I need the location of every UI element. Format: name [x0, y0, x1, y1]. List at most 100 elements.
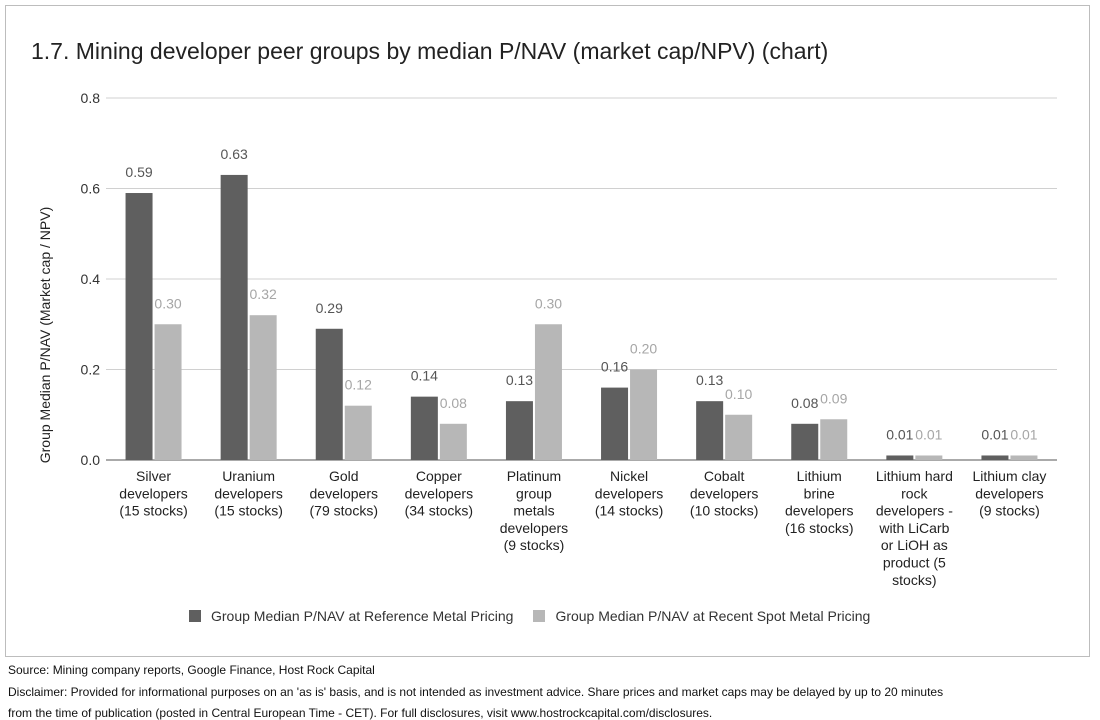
bar-reference-9	[981, 455, 1009, 460]
data-label-reference-0: 0.59	[125, 164, 152, 180]
bar-spot-4	[534, 324, 562, 460]
bar-spot-5	[630, 369, 658, 460]
bar-reference-3	[410, 396, 438, 460]
x-tick-label: (34 stocks)	[405, 503, 473, 519]
bars	[125, 174, 1038, 461]
x-tick-label: developers	[690, 485, 759, 501]
bar-spot-1	[249, 315, 277, 460]
data-label-reference-6: 0.13	[696, 372, 723, 388]
data-label-reference-3: 0.14	[411, 368, 438, 384]
data-label-spot-2: 0.12	[345, 377, 372, 393]
data-label-reference-4: 0.13	[506, 372, 533, 388]
legend-swatch-spot	[533, 610, 546, 622]
legend-entry-reference: Group Median P/NAV at Reference Metal Pr…	[189, 608, 513, 624]
bar-reference-8	[886, 455, 914, 460]
data-label-spot-0: 0.30	[154, 295, 181, 311]
gridlines	[106, 97, 1057, 461]
x-tick-label: Silver	[136, 468, 171, 484]
disclaimer-line-2: from the time of publication (posted in …	[8, 706, 713, 720]
bar-reference-7	[791, 423, 819, 460]
data-label-reference-5: 0.16	[601, 359, 628, 375]
bar-spot-3	[439, 423, 467, 460]
x-tick-label: Lithium	[797, 468, 842, 484]
x-tick-label: developers	[310, 485, 379, 501]
bar-spot-7	[820, 419, 848, 460]
data-label-reference-2: 0.29	[316, 300, 343, 316]
data-label-spot-8: 0.01	[915, 426, 942, 442]
data-label-reference-8: 0.01	[886, 426, 913, 442]
x-tick-label: developers -	[876, 503, 953, 519]
x-tick-label: (79 stocks)	[310, 503, 378, 519]
x-tick-label: (10 stocks)	[690, 503, 758, 519]
x-tick-label: product (5	[883, 555, 946, 571]
x-tick-label: Lithium clay	[972, 468, 1046, 484]
x-tick-label: developers	[785, 503, 854, 519]
data-label-spot-6: 0.10	[725, 386, 752, 402]
x-tick-label: (15 stocks)	[214, 503, 282, 519]
x-tick-label: Uranium	[222, 468, 275, 484]
data-labels: 0.590.300.630.320.290.120.140.080.130.30…	[125, 146, 1037, 443]
chart-title: 1.7. Mining developer peer groups by med…	[31, 38, 829, 64]
x-tick-label: (15 stocks)	[119, 503, 187, 519]
y-axis-label: Group Median P/NAV (Market cap / NPV)	[37, 207, 53, 464]
bar-reference-4	[505, 401, 533, 460]
x-tick-label: developers	[405, 485, 474, 501]
bar-reference-2	[315, 328, 343, 460]
y-tick-label: 0.4	[81, 271, 101, 287]
bar-spot-0	[154, 324, 182, 460]
x-tick-label: developers	[975, 485, 1044, 501]
bar-reference-1	[220, 174, 248, 461]
data-label-reference-9: 0.01	[981, 426, 1008, 442]
bar-chart: 0.0 0.2 0.4 0.6 0.8 Group Median P/NAV (Mark…	[37, 90, 1057, 588]
legend: Group Median P/NAV at Reference Metal Pr…	[189, 606, 890, 626]
source-note: Source: Mining company reports, Google F…	[8, 663, 375, 677]
bar-spot-8	[915, 455, 943, 460]
bar-spot-2	[344, 405, 372, 460]
x-tick-label: stocks)	[892, 572, 936, 588]
legend-swatch-reference	[189, 610, 201, 622]
y-tick-labels: 0.0 0.2 0.4 0.6 0.8	[81, 90, 101, 468]
data-label-spot-7: 0.09	[820, 390, 847, 406]
y-tick-label: 0.2	[81, 362, 101, 378]
legend-entry-spot: Group Median P/NAV at Recent Spot Metal …	[533, 608, 870, 624]
x-tick-label: Nickel	[610, 468, 648, 484]
x-tick-label: Copper	[416, 468, 462, 484]
y-tick-label: 0.0	[81, 452, 101, 468]
x-tick-label: developers	[119, 485, 188, 501]
legend-label-reference: Group Median P/NAV at Reference Metal Pr…	[211, 608, 514, 624]
x-tick-label: Gold	[329, 468, 359, 484]
legend-label-spot: Group Median P/NAV at Recent Spot Metal …	[555, 608, 871, 624]
bar-reference-5	[601, 387, 629, 460]
x-tick-label: or LiOH as	[881, 537, 948, 553]
x-tick-label: Cobalt	[704, 468, 745, 484]
bar-spot-9	[1010, 455, 1038, 460]
x-tick-label: rock	[901, 485, 928, 501]
x-tick-label: (9 stocks)	[979, 503, 1040, 519]
y-tick-label: 0.6	[81, 181, 101, 197]
y-tick-label: 0.8	[81, 90, 101, 106]
bar-reference-0	[125, 193, 153, 460]
x-tick-label: brine	[804, 485, 835, 501]
data-label-spot-4: 0.30	[535, 295, 562, 311]
x-tick-label: developers	[595, 485, 664, 501]
x-tick-label: metals	[513, 503, 554, 519]
x-tick-label: Platinum	[507, 468, 561, 484]
x-tick-label: with LiCarb	[878, 520, 949, 536]
data-label-spot-9: 0.01	[1010, 426, 1037, 442]
data-label-reference-1: 0.63	[221, 146, 248, 162]
bar-reference-6	[696, 401, 724, 460]
x-tick-label: developers	[214, 485, 283, 501]
disclaimer-line-1: Disclaimer: Provided for informational p…	[8, 685, 944, 699]
x-tick-label: (9 stocks)	[504, 537, 565, 553]
data-label-spot-1: 0.32	[250, 286, 277, 302]
x-tick-label: developers	[500, 520, 569, 536]
data-label-spot-3: 0.08	[440, 395, 467, 411]
x-tick-label: group	[516, 485, 552, 501]
bar-spot-6	[725, 414, 753, 460]
x-tick-label: Lithium hard	[876, 468, 953, 484]
x-tick-label: (14 stocks)	[595, 503, 663, 519]
data-label-reference-7: 0.08	[791, 395, 818, 411]
data-label-spot-5: 0.20	[630, 341, 657, 357]
x-tick-label: (16 stocks)	[785, 520, 853, 536]
